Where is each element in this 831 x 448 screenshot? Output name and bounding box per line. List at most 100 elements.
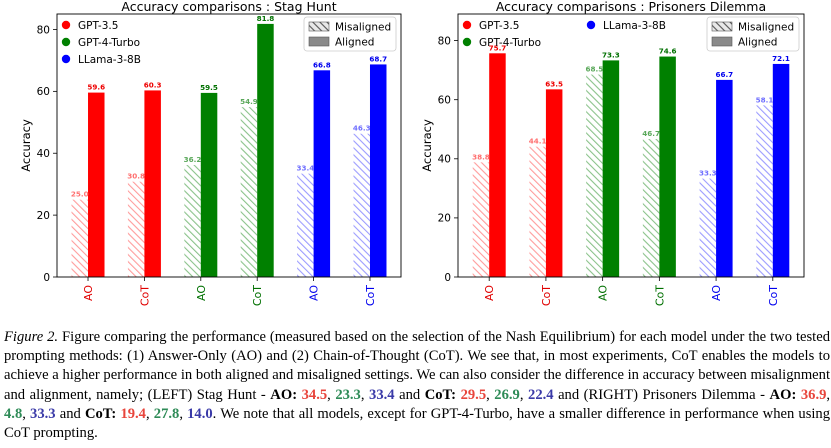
left-x-tick-label: CoT [251,285,264,306]
left-legend-misaligned-label: Misaligned [335,22,391,34]
left-value-label-misaligned: 36.2 [184,155,202,164]
right-bar-misaligned [529,146,546,277]
left-legend-model-label: GPT-3.5 [78,20,118,32]
right-legend-model-label: LLama-3-8B [603,20,666,32]
left-legend-swatch-misaligned [308,21,330,32]
right-value-label-aligned: 63.5 [545,79,563,88]
right-ao-gpt35: 36.9 [800,386,827,403]
right-value-label-misaligned: 33.3 [699,169,717,178]
right-value-label-misaligned: 58.1 [756,95,774,104]
right-legend-marker [586,20,596,30]
left-legend-marker [61,54,71,64]
right-y-tick-label: 20 [438,213,451,225]
left-y-tick-label: 20 [37,210,50,222]
left-bar-misaligned [127,181,145,277]
right-value-label-aligned: 66.7 [715,70,733,79]
left-legend-swatch-aligned [308,36,330,47]
right-bar-misaligned [642,138,660,277]
left-legend-marker [61,20,71,30]
right-legend-swatch-aligned [711,36,733,47]
left-y-tick-label: 60 [37,86,50,98]
left-value-label-misaligned: 25.0 [71,190,89,199]
left-value-label-aligned: 60.3 [144,80,162,89]
right-y-tick-label: 80 [438,35,451,47]
left-value-label-aligned: 59.5 [200,83,218,92]
left-x-tick-label: AO [308,285,321,301]
right-chart: Accuracy comparisons : Prisoners Dilemma… [420,0,805,306]
left-legend-aligned-label: Aligned [335,37,374,49]
caption-ao-label-left: AO: [270,386,298,403]
caption-text-2: and (RIGHT) Prisoners Dilemma - [553,386,770,403]
right-ao-gpt4: 4.8 [4,405,23,422]
right-bar-aligned [545,89,563,277]
right-bar-aligned [659,56,676,277]
left-bar-aligned [369,64,387,278]
right-bar-aligned [716,79,733,277]
left-ao-gpt35: 34.5 [301,386,328,403]
right-value-label-aligned: 75.7 [489,43,507,52]
left-cot-gpt4: 26.9 [494,386,520,403]
right-bar-misaligned [699,178,717,277]
left-bar-misaligned [297,173,314,277]
right-ao-llama: 33.3 [30,405,56,422]
right-y-tick-label: 0 [444,272,451,284]
left-legend-model-label: LLama-3-8B [78,54,141,66]
caption-text-3: . We note that all models, except for GP… [4,405,831,442]
right-value-label-misaligned: 44.1 [529,137,547,146]
right-x-tick-label: AO [483,285,496,301]
right-x-tick-label: AO [710,285,723,301]
right-legend-marker [462,20,472,30]
left-value-label-misaligned: 30.8 [127,172,145,181]
right-value-label-aligned: 72.1 [772,54,790,63]
left-value-label-misaligned: 46.3 [353,124,371,133]
left-bar-misaligned [240,107,258,278]
left-bar-aligned [257,23,274,277]
right-y-tick-label: 40 [438,154,451,166]
left-bar-aligned [88,92,105,277]
figure-label: Figure 2. [4,329,59,345]
right-value-label-misaligned: 38.8 [472,152,490,161]
right-x-tick-label: CoT [653,285,666,306]
right-value-label-aligned: 73.3 [602,50,620,59]
right-legend-model-label: GPT-3.5 [479,20,519,32]
left-y-tick-label: 0 [43,272,50,284]
left-y-tick-label: 40 [37,148,50,160]
left-bar-misaligned [184,164,201,277]
left-value-label-aligned: 81.8 [257,14,275,23]
left-x-tick-label: AO [82,285,95,301]
left-bar-aligned [144,90,161,277]
caption-text-1: Figure comparing the performance (measur… [4,329,830,403]
left-bar-aligned [200,92,218,278]
left-y-tick-label: 80 [37,24,50,36]
right-value-label-misaligned: 68.5 [586,65,604,74]
left-cot-llama: 22.4 [528,386,554,403]
left-value-label-aligned: 68.7 [369,54,387,63]
right-value-label-aligned: 74.6 [659,47,677,56]
right-legend-swatch-misaligned [711,21,733,32]
right-cot-gpt35: 19.4 [120,405,146,422]
left-value-label-misaligned: 33.4 [296,164,314,173]
left-cot-gpt35: 29.5 [460,386,487,403]
caption-ao-label-right: AO: [769,386,797,403]
left-value-label-misaligned: 54.9 [240,97,258,106]
left-ao-llama: 33.4 [369,386,395,403]
right-legend-aligned-label: Aligned [738,37,777,49]
right-bar-misaligned [472,162,490,277]
left-value-label-aligned: 66.8 [313,60,331,69]
right-x-tick-label: AO [597,285,610,301]
left-chart-title: Accuracy comparisons : Stag Hunt [121,0,336,14]
right-legend-marker [462,37,472,47]
left-value-label-aligned: 59.6 [87,83,105,92]
left-chart: Accuracy comparisons : Stag Hunt Accuracy… [19,0,402,306]
right-legend-misaligned-label: Misaligned [738,22,794,34]
caption-cot-label-right: CoT: [84,405,117,422]
left-legend-model-label: GPT-4-Turbo [78,37,140,49]
right-value-label-misaligned: 46.7 [642,129,660,138]
left-x-tick-label: CoT [138,285,151,306]
right-axes-frame [457,13,805,278]
caption-cot-label-left: CoT: [424,386,457,403]
right-bar-aligned [489,53,506,277]
left-axes-frame [56,13,402,278]
left-x-tick-label: CoT [364,285,377,306]
left-x-tick-label: AO [195,285,208,301]
